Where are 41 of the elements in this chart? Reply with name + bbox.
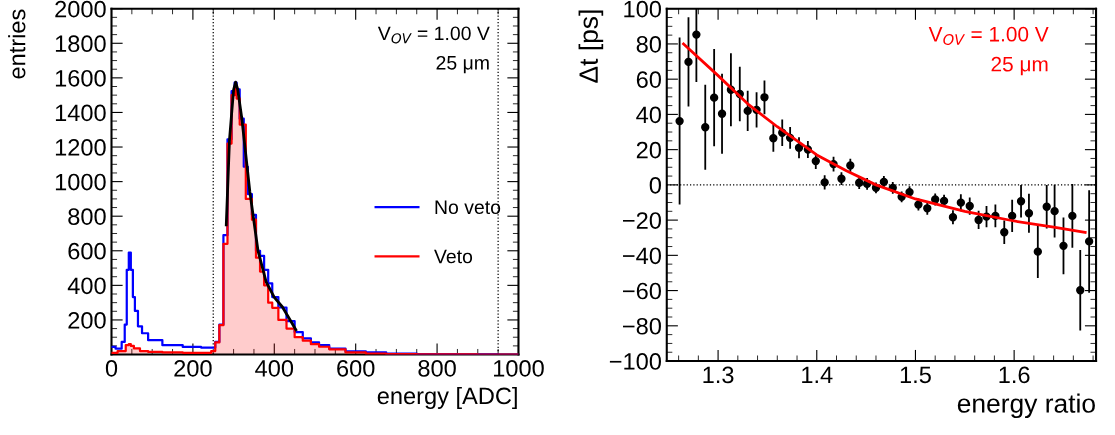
x-tick-label: 1.4 (802, 366, 833, 384)
annotation: 25 μm (436, 55, 489, 74)
y-tick-label: 0 (649, 176, 661, 194)
x-tick-label: 1.6 (999, 366, 1030, 384)
y-tick-label: 1400 (55, 104, 106, 122)
x-tick-label: 400 (255, 360, 294, 377)
x-tick-label: 1000 (494, 360, 544, 377)
x-tick-label: 600 (337, 360, 375, 377)
y-tick-label: 2000 (55, 0, 106, 18)
y-axis-title: Δt [ps] (578, 10, 604, 83)
y-tick-label: 60 (636, 71, 661, 88)
annotation: V$_{OV}$ = 1.00 V (928, 26, 1049, 45)
y-tick-label: 20 (636, 141, 661, 159)
x-tick-label: 800 (418, 360, 456, 377)
y-tick-label: 40 (636, 106, 661, 124)
y-tick-label: 1600 (55, 69, 106, 87)
y-tick-label: 800 (68, 208, 106, 225)
y-tick-label: 400 (67, 277, 106, 295)
annotation: V$_{OV}$ = 1.00 V (377, 26, 490, 44)
y-tick-label: 1800 (55, 35, 106, 53)
x-tick-label: 200 (174, 360, 212, 377)
y-tick-label: 100 (624, 0, 661, 18)
legend-label: No veto (435, 200, 501, 215)
x-tick-label: 0 (105, 360, 118, 377)
annotation: 25 μm (991, 56, 1048, 76)
y-tick-label: −20 (623, 212, 661, 229)
y-tick-label: 600 (68, 242, 106, 260)
y-axis-title: entries (8, 9, 26, 79)
y-tick-label: −100 (609, 353, 661, 370)
x-tick-label: 1.5 (900, 366, 931, 384)
y-tick-label: −40 (623, 247, 661, 265)
x-tick-label: 1.3 (703, 366, 734, 384)
y-tick-label: 80 (636, 36, 661, 53)
y-tick-label: 1000 (55, 173, 106, 191)
legend-label: Veto (434, 249, 473, 264)
y-tick-label: −80 (623, 317, 661, 335)
y-tick-label: 1200 (55, 139, 106, 156)
x-axis-title: energy [ADC] (377, 386, 517, 409)
x-axis-title: energy ratio (957, 393, 1095, 419)
y-tick-label: 200 (68, 312, 106, 329)
y-tick-label: −60 (623, 282, 661, 300)
